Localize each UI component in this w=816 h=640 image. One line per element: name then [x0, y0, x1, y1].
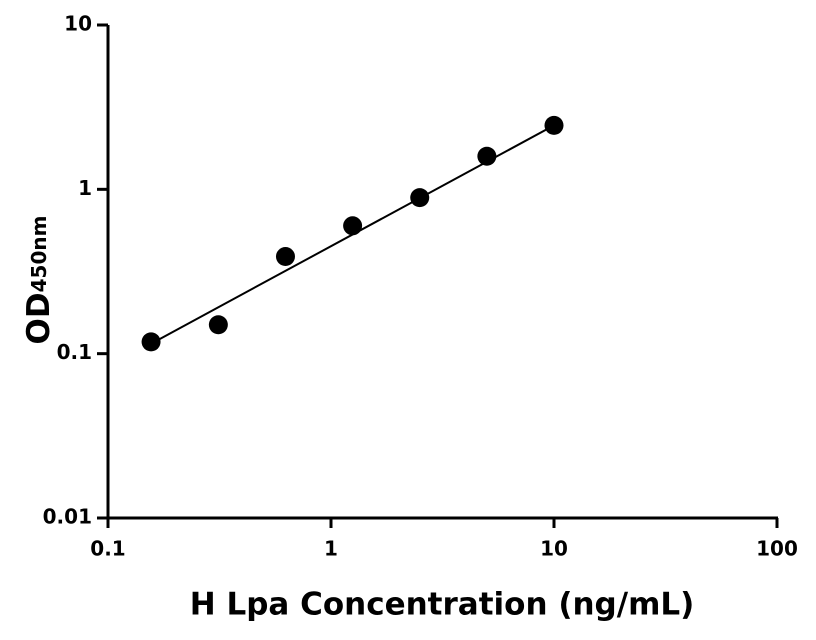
- data-point: [477, 146, 497, 166]
- y-axis-label-sub: 450nm: [27, 216, 51, 293]
- y-axis-label: OD450nm: [21, 216, 57, 345]
- y-tick-label: 10: [64, 12, 92, 36]
- data-point: [275, 247, 295, 267]
- x-tick-label: 0.1: [90, 537, 125, 561]
- x-axis-label: H Lpa Concentration (ng/mL): [190, 587, 695, 623]
- y-axis-label-main: OD: [21, 292, 57, 344]
- x-tick-label: 100: [756, 537, 798, 561]
- data-point: [544, 115, 564, 135]
- data-point: [208, 315, 228, 335]
- x-tick-label: 10: [540, 537, 568, 561]
- data-point: [343, 216, 363, 236]
- y-tick-label: 0.01: [43, 505, 92, 529]
- data-point: [141, 332, 161, 352]
- x-tick-label: 1: [324, 537, 338, 561]
- y-tick-label: 1: [78, 176, 92, 200]
- data-point: [410, 188, 430, 208]
- y-tick-label: 0.1: [57, 340, 92, 364]
